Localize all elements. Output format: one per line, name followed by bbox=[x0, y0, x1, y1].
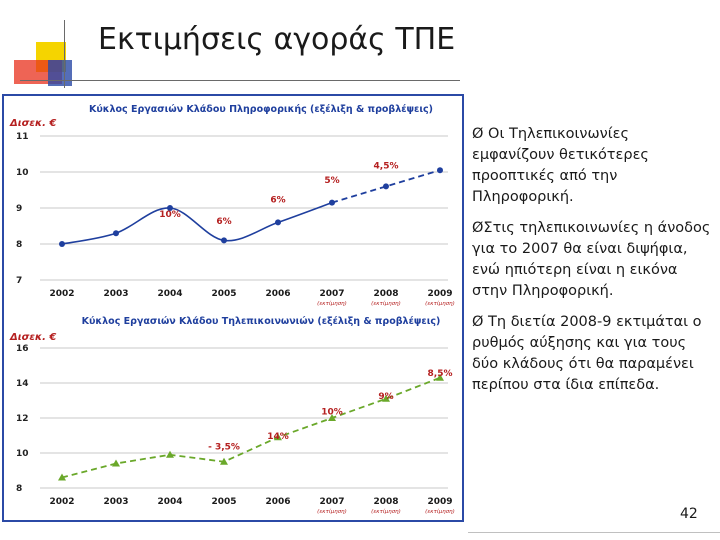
data-point bbox=[274, 433, 282, 441]
y-tick-label: 12 bbox=[16, 414, 29, 424]
y-tick-label: 8 bbox=[16, 240, 22, 250]
data-label: - 3,5% bbox=[208, 443, 240, 453]
data-label: 6% bbox=[216, 217, 231, 227]
bullet-arrow-icon: Ø bbox=[472, 220, 484, 236]
data-point bbox=[166, 450, 174, 458]
chart-title: Κύκλος Εργασιών Κλάδου Πληροφορικής (εξέ… bbox=[89, 104, 433, 115]
slide-title: Εκτιμήσεις αγοράς ΤΠΕ bbox=[98, 22, 456, 57]
it-revenue-chart: Κύκλος Εργασιών Κλάδου Πληροφορικής (εξέ… bbox=[9, 104, 455, 307]
chart-title: Κύκλος Εργασιών Κλάδου Τηλεπικοινωνιών (… bbox=[82, 316, 441, 327]
footer-divider bbox=[468, 532, 720, 533]
telecom-revenue-chart: Κύκλος Εργασιών Κλάδου Τηλεπικοινωνιών (… bbox=[9, 316, 455, 515]
x-tick-label: 2008 bbox=[373, 289, 398, 299]
bullet-item: ØΣτις τηλεπικοινωνίες η άνοδος για το 20… bbox=[472, 218, 716, 302]
y-tick-label: 16 bbox=[16, 344, 29, 354]
data-point bbox=[328, 414, 336, 421]
x-tick-label: 2007 bbox=[319, 289, 344, 299]
y-tick-label: 9 bbox=[16, 204, 22, 214]
y-tick-label: 7 bbox=[16, 276, 22, 286]
data-point bbox=[437, 167, 443, 174]
data-point bbox=[221, 237, 227, 244]
x-tick-label: 2005 bbox=[211, 497, 236, 507]
data-point bbox=[167, 205, 173, 211]
data-label: 10% bbox=[159, 210, 181, 220]
x-tick-label: 2006 bbox=[265, 289, 290, 299]
x-tick-note: (εκτίμηση) bbox=[317, 508, 347, 515]
data-label: 10% bbox=[321, 408, 343, 418]
data-label: 5% bbox=[324, 176, 339, 186]
x-tick-label: 2007 bbox=[319, 497, 344, 507]
y-axis-label: Δισεκ. € bbox=[9, 332, 56, 343]
y-tick-label: 8 bbox=[16, 484, 22, 494]
data-label: 6% bbox=[270, 196, 285, 206]
data-point bbox=[275, 219, 281, 226]
series-line bbox=[61, 376, 441, 479]
data-point bbox=[220, 457, 228, 465]
data-point bbox=[58, 473, 66, 481]
y-tick-label: 14 bbox=[16, 379, 29, 389]
x-tick-label: 2004 bbox=[157, 289, 182, 299]
data-point bbox=[382, 394, 390, 402]
x-tick-label: 2002 bbox=[49, 497, 74, 507]
x-tick-note: (εκτίμηση) bbox=[371, 508, 401, 515]
charts-frame: Κύκλος Εργασιών Κλάδου Πληροφορικής (εξέ… bbox=[2, 94, 464, 522]
deco-vertical-line bbox=[64, 20, 65, 88]
data-label: 4,5% bbox=[374, 161, 399, 171]
data-label: 8,5% bbox=[428, 369, 453, 379]
x-tick-label: 2004 bbox=[157, 497, 182, 507]
data-point bbox=[383, 183, 389, 190]
x-tick-note: (εκτίμηση) bbox=[371, 300, 401, 307]
bullet-item: Ø Τη διετία 2008-9 εκτιμάται ο ρυθμός αύ… bbox=[472, 312, 716, 396]
bullet-item: Ø Οι Τηλεπικοινωνίες εμφανίζουν θετικότε… bbox=[472, 124, 716, 208]
y-axis-label: Δισεκ. € bbox=[9, 118, 56, 129]
bullet-text: Οι Τηλεπικοινωνίες εμφανίζουν θετικότερε… bbox=[472, 126, 649, 205]
bullet-text: Στις τηλεπικοινωνίες η άνοδος για το 200… bbox=[472, 220, 711, 299]
series-line-estimate bbox=[331, 169, 441, 204]
x-tick-label: 2009 bbox=[427, 497, 452, 507]
x-tick-label: 2009 bbox=[427, 289, 452, 299]
y-tick-label: 10 bbox=[16, 449, 29, 459]
bullet-text: Τη διετία 2008-9 εκτιμάται ο ρυθμός αύξη… bbox=[472, 314, 702, 393]
data-point bbox=[329, 199, 335, 206]
x-tick-note: (εκτίμηση) bbox=[425, 300, 455, 307]
x-tick-label: 2005 bbox=[211, 289, 236, 299]
x-tick-note: (εκτίμηση) bbox=[317, 300, 347, 307]
data-point bbox=[59, 241, 65, 247]
y-tick-label: 11 bbox=[16, 132, 29, 142]
data-point bbox=[113, 230, 119, 237]
x-tick-label: 2006 bbox=[265, 497, 290, 507]
x-tick-label: 2003 bbox=[103, 289, 128, 299]
x-tick-label: 2008 bbox=[373, 497, 398, 507]
x-tick-note: (εκτίμηση) bbox=[425, 508, 455, 515]
page-number: 42 bbox=[680, 506, 698, 522]
data-label: 9% bbox=[378, 392, 393, 402]
x-tick-label: 2003 bbox=[103, 497, 128, 507]
bullet-arrow-icon: Ø bbox=[472, 314, 484, 330]
data-point bbox=[112, 459, 120, 467]
bullet-arrow-icon: Ø bbox=[472, 126, 484, 142]
deco-blue-square bbox=[48, 60, 72, 86]
series-line-actual bbox=[61, 201, 333, 245]
data-label: 14% bbox=[267, 432, 289, 442]
data-point bbox=[436, 373, 444, 381]
x-tick-label: 2002 bbox=[49, 289, 74, 299]
deco-horizontal-line bbox=[20, 80, 460, 81]
y-tick-label: 10 bbox=[16, 168, 29, 178]
bullet-list: Ø Οι Τηλεπικοινωνίες εμφανίζουν θετικότε… bbox=[472, 124, 716, 406]
